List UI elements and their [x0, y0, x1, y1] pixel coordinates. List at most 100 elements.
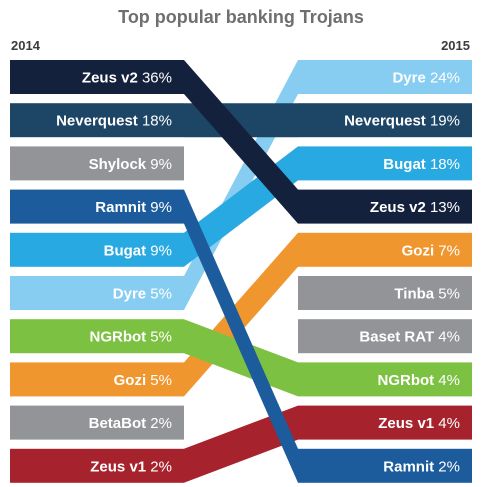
left-item-neverquest: Neverquest 18%	[10, 103, 184, 138]
left-item-shylock: Shylock 9%	[10, 146, 184, 181]
left-name-ngrbot: NGRbot	[89, 329, 146, 346]
right-name-bugat: Bugat	[383, 156, 426, 173]
right-value-ngrbot: 4%	[434, 372, 460, 389]
left-label-zeus-v1: Zeus v1 2%	[90, 458, 172, 475]
right-item-neverquest: Neverquest 19%	[298, 103, 472, 138]
left-item-zeus-v1: Zeus v1 2%	[10, 448, 184, 483]
right-value-tinba: 5%	[434, 286, 460, 303]
right-label-ngrbot: NGRbot 4%	[377, 372, 460, 389]
left-bar-gozi	[10, 362, 184, 397]
left-item-bugat: Bugat 9%	[10, 232, 184, 267]
left-name-zeus-v1: Zeus v1	[90, 458, 146, 475]
left-year-label: 2014	[11, 38, 40, 53]
left-item-betabot: BetaBot 2%	[10, 405, 184, 440]
right-bar-ramnit	[298, 448, 472, 483]
right-name-ngrbot: NGRbot	[377, 372, 434, 389]
left-bar-ngrbot	[10, 319, 184, 354]
left-bar-zeus-v1	[10, 448, 184, 483]
right-item-ramnit: Ramnit 2%	[298, 448, 472, 483]
left-bar-bugat	[10, 232, 184, 267]
right-bar-neverquest	[298, 103, 472, 138]
link-zeus-v2	[184, 60, 298, 224]
right-bar-zeus-v1	[298, 405, 472, 440]
left-value-gozi: 5%	[146, 372, 172, 389]
right-value-zeus-v2: 13%	[426, 199, 460, 216]
right-name-ramnit: Ramnit	[383, 458, 434, 475]
left-label-gozi: Gozi 5%	[114, 372, 172, 389]
left-label-zeus-v2: Zeus v2 36%	[82, 70, 172, 87]
right-item-tinba: Tinba 5%	[298, 276, 472, 310]
left-value-shylock: 9%	[146, 156, 172, 173]
left-value-zeus-v2: 36%	[138, 70, 172, 87]
chart-title: Top popular banking Trojans	[118, 7, 364, 27]
right-item-dyre: Dyre 24%	[298, 60, 472, 94]
right-name-tinba: Tinba	[394, 286, 434, 303]
left-value-neverquest: 18%	[138, 113, 172, 130]
right-value-gozi: 7%	[434, 242, 460, 259]
right-name-dyre: Dyre	[392, 70, 425, 87]
left-item-dyre: Dyre 5%	[10, 276, 184, 310]
right-item-zeus-v1: Zeus v1 4%	[298, 405, 472, 440]
right-bar-bugat	[298, 146, 472, 181]
right-name-gozi: Gozi	[402, 242, 435, 259]
right-label-neverquest: Neverquest 19%	[344, 113, 460, 130]
right-value-zeus-v1: 4%	[434, 415, 460, 432]
left-label-shylock: Shylock 9%	[89, 156, 172, 173]
right-label-tinba: Tinba 5%	[394, 286, 460, 303]
left-label-ngrbot: NGRbot 5%	[89, 329, 172, 346]
right-value-neverquest: 19%	[426, 113, 460, 130]
right-item-zeus-v2: Zeus v2 13%	[298, 189, 472, 224]
right-label-gozi: Gozi 7%	[402, 242, 460, 259]
left-name-shylock: Shylock	[89, 156, 147, 173]
left-label-dyre: Dyre 5%	[113, 286, 172, 303]
right-item-baset-rat: Baset RAT 4%	[298, 319, 472, 354]
left-bar-dyre	[10, 276, 184, 310]
left-label-neverquest: Neverquest 18%	[56, 113, 172, 130]
left-value-betabot: 2%	[146, 415, 172, 432]
left-bar-zeus-v2	[10, 60, 184, 94]
left-label-betabot: BetaBot 2%	[89, 415, 172, 432]
right-label-bugat: Bugat 18%	[383, 156, 460, 173]
right-bar-baset-rat	[298, 319, 472, 354]
right-label-baset-rat: Baset RAT 4%	[359, 329, 460, 346]
right-label-zeus-v1: Zeus v1 4%	[378, 415, 460, 432]
right-label-dyre: Dyre 24%	[392, 70, 460, 87]
right-bar-gozi	[298, 232, 472, 267]
right-name-neverquest: Neverquest	[344, 113, 426, 130]
left-name-neverquest: Neverquest	[56, 113, 138, 130]
right-item-ngrbot: NGRbot 4%	[298, 362, 472, 397]
left-name-zeus-v2: Zeus v2	[82, 70, 138, 87]
left-value-ramnit: 9%	[146, 199, 172, 216]
left-item-zeus-v2: Zeus v2 36%	[10, 60, 184, 94]
right-bar-zeus-v2	[298, 189, 472, 224]
left-item-gozi: Gozi 5%	[10, 362, 184, 397]
left-bar-neverquest	[10, 103, 184, 138]
right-year-label: 2015	[441, 38, 470, 53]
left-name-bugat: Bugat	[104, 242, 147, 259]
left-bar-betabot	[10, 405, 184, 440]
right-value-dyre: 24%	[426, 70, 460, 87]
left-bar-ramnit	[10, 189, 184, 224]
left-value-bugat: 9%	[146, 242, 172, 259]
right-value-ramnit: 2%	[434, 458, 460, 475]
right-item-gozi: Gozi 7%	[298, 232, 472, 267]
left-value-dyre: 5%	[146, 286, 172, 303]
left-bar-shylock	[10, 146, 184, 181]
right-label-zeus-v2: Zeus v2 13%	[370, 199, 460, 216]
right-name-zeus-v2: Zeus v2	[370, 199, 426, 216]
left-name-gozi: Gozi	[114, 372, 147, 389]
left-value-zeus-v1: 2%	[146, 458, 172, 475]
link-ramnit	[184, 189, 298, 483]
right-value-baset-rat: 4%	[434, 329, 460, 346]
left-name-betabot: BetaBot	[89, 415, 147, 432]
left-value-ngrbot: 5%	[146, 329, 172, 346]
left-name-ramnit: Ramnit	[95, 199, 146, 216]
right-bar-dyre	[298, 60, 472, 94]
right-label-ramnit: Ramnit 2%	[383, 458, 460, 475]
link-zeus-v1	[184, 405, 298, 483]
right-value-bugat: 18%	[426, 156, 460, 173]
left-name-dyre: Dyre	[113, 286, 146, 303]
right-name-zeus-v1: Zeus v1	[378, 415, 434, 432]
right-name-baset-rat: Baset RAT	[359, 329, 434, 346]
